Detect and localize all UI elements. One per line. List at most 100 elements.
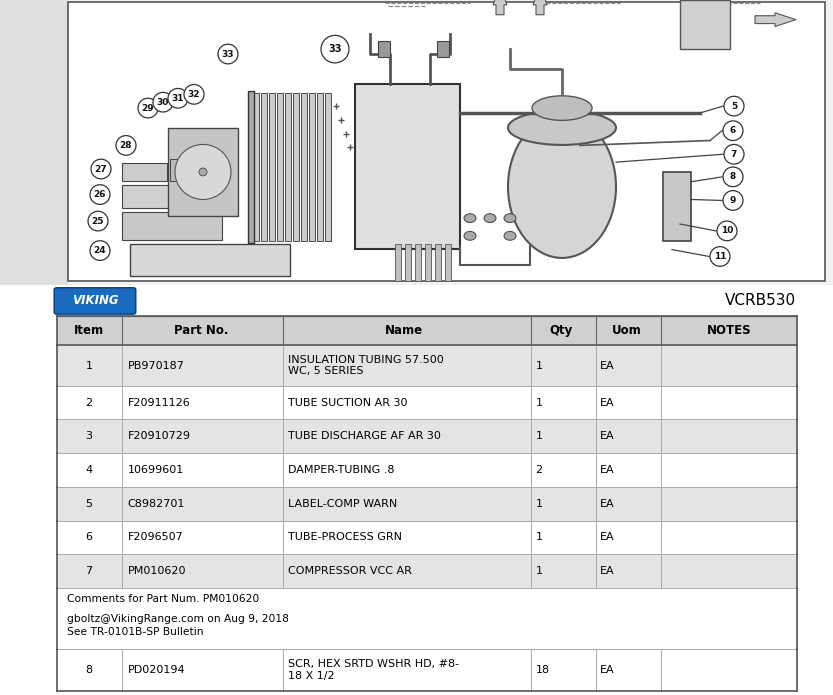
Text: gboltz@VikingRange.com on Aug 9, 2018: gboltz@VikingRange.com on Aug 9, 2018 [67,614,288,624]
Text: 29: 29 [142,104,154,113]
FancyArrow shape [533,0,547,15]
Bar [680,0,730,49]
Text: 4: 4 [86,465,92,475]
Bar [309,93,315,240]
Bar [435,244,441,281]
Circle shape [724,97,744,116]
Circle shape [90,185,110,204]
Text: VCRB530: VCRB530 [725,293,796,308]
Text: F2096507: F2096507 [127,532,183,542]
Text: 2: 2 [86,398,92,407]
Text: 28: 28 [120,141,132,150]
Text: PD020194: PD020194 [127,665,185,675]
Text: 9: 9 [730,196,736,205]
Bar [57,419,797,453]
Text: 5: 5 [731,101,737,111]
Bar [317,93,323,240]
Text: Comments for Part Num. PM010620: Comments for Part Num. PM010620 [67,594,259,604]
Bar [181,159,189,181]
Bar [0,0,68,285]
Ellipse shape [508,115,616,258]
Text: 10: 10 [721,227,733,236]
Bar [437,41,449,57]
Text: 30: 30 [157,98,169,107]
Text: Uom: Uom [612,325,642,337]
Circle shape [184,85,204,104]
Text: LABEL-COMP WARN: LABEL-COMP WARN [288,499,397,509]
Text: EA: EA [600,499,615,509]
Bar [122,212,222,240]
Circle shape [138,98,158,118]
Ellipse shape [484,214,496,222]
Text: 25: 25 [92,217,104,226]
Text: 1: 1 [536,566,542,576]
Circle shape [723,190,743,211]
Text: 3: 3 [86,432,92,441]
Text: TUBE DISCHARGE AF AR 30: TUBE DISCHARGE AF AR 30 [288,432,441,441]
Text: F20910729: F20910729 [127,432,191,441]
Bar [301,93,307,240]
Bar [0,285,833,316]
Bar [285,93,291,240]
Text: 26: 26 [94,190,107,199]
Text: 8: 8 [730,172,736,181]
Bar [395,244,401,281]
Ellipse shape [532,96,592,120]
Ellipse shape [504,214,516,222]
Text: F20911126: F20911126 [127,398,190,407]
Text: Item: Item [74,325,104,337]
Text: EA: EA [600,566,615,576]
Ellipse shape [464,214,476,222]
Bar [170,159,178,181]
Text: COMPRESSOR VCC AR: COMPRESSOR VCC AR [288,566,412,576]
Bar [130,244,290,276]
Bar [425,244,431,281]
Text: 10699601: 10699601 [127,465,184,475]
Ellipse shape [464,231,476,240]
Text: EA: EA [600,361,615,370]
Text: 8: 8 [86,665,92,675]
Ellipse shape [508,111,616,145]
Text: EA: EA [600,465,615,475]
Text: NOTES: NOTES [706,325,751,337]
Bar [122,163,167,181]
Text: VIKING: VIKING [72,295,118,307]
Bar [663,172,691,240]
Text: EA: EA [600,432,615,441]
Bar [415,244,421,281]
Circle shape [168,88,188,108]
Bar [57,521,797,554]
Circle shape [724,145,744,164]
Bar [57,554,797,588]
Text: See TR-0101B-SP Bulletin: See TR-0101B-SP Bulletin [67,627,203,637]
Bar [57,588,797,649]
Text: C8982701: C8982701 [127,499,185,509]
Text: 24: 24 [93,246,107,255]
Text: 11: 11 [714,252,726,261]
Text: 1: 1 [536,532,542,542]
Text: 1: 1 [536,432,542,441]
Text: 18: 18 [536,665,550,675]
Text: DAMPER-TUBING .8: DAMPER-TUBING .8 [288,465,395,475]
Bar [57,453,797,486]
Text: 33: 33 [222,49,234,58]
Bar [57,345,797,386]
Circle shape [90,240,110,261]
Circle shape [116,136,136,155]
Bar [355,83,460,249]
Bar [57,486,797,521]
Circle shape [710,247,730,266]
Text: 2: 2 [536,465,543,475]
Text: 31: 31 [172,94,184,103]
Bar [253,93,259,240]
Text: 5: 5 [86,499,92,509]
Text: SCR, HEX SRTD WSHR HD, #8-
18 X 1/2: SCR, HEX SRTD WSHR HD, #8- 18 X 1/2 [288,659,459,681]
Text: 6: 6 [86,532,92,542]
Bar [57,316,797,345]
Text: Name: Name [385,325,423,337]
Bar [261,93,267,240]
Text: EA: EA [600,398,615,407]
Bar [248,91,254,243]
Text: PM010620: PM010620 [127,566,186,576]
Bar [57,649,797,691]
